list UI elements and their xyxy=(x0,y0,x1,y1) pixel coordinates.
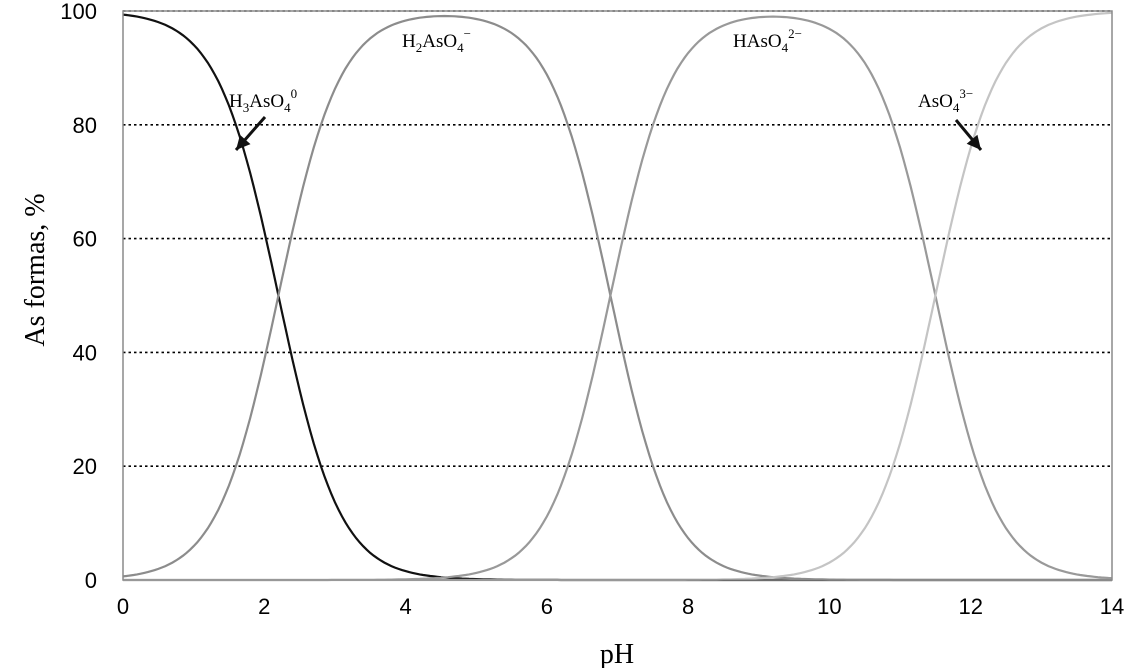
label-aso4: AsO43− xyxy=(918,86,973,115)
arrow-h3aso4-head xyxy=(236,134,251,150)
x-tick-label-6: 6 xyxy=(541,594,553,619)
arrow-aso4-head xyxy=(966,134,981,150)
label-h3aso4: H3AsO40 xyxy=(229,86,297,115)
plot-frame xyxy=(122,10,1113,581)
x-tick-label-4: 4 xyxy=(399,594,411,619)
y-tick-label-20: 20 xyxy=(73,454,97,479)
label-h2aso4: H2AsO4− xyxy=(402,26,471,55)
y-tick-label-40: 40 xyxy=(73,340,97,365)
y-tick-label-60: 60 xyxy=(73,227,97,252)
x-tick-labels: 0 2 4 6 8 10 12 14 xyxy=(117,594,1124,619)
annotation-arrows xyxy=(234,116,983,151)
x-tick-label-14: 14 xyxy=(1100,594,1124,619)
label-haso4: HAsO42− xyxy=(733,26,802,55)
x-tick-label-2: 2 xyxy=(258,594,270,619)
y-axis-title: As formas, % xyxy=(20,193,51,346)
y-tick-label-0: 0 xyxy=(85,568,97,593)
gridlines xyxy=(123,10,1112,468)
x-tick-label-12: 12 xyxy=(958,594,982,619)
y-tick-label-80: 80 xyxy=(73,113,97,138)
y-tick-labels: 0 20 40 60 80 100 xyxy=(60,0,97,593)
x-tick-label-8: 8 xyxy=(682,594,694,619)
x-tick-label-0: 0 xyxy=(117,594,129,619)
x-tick-label-10: 10 xyxy=(817,594,841,619)
x-axis-title: pH xyxy=(600,639,634,668)
y-tick-label-100: 100 xyxy=(60,0,97,24)
